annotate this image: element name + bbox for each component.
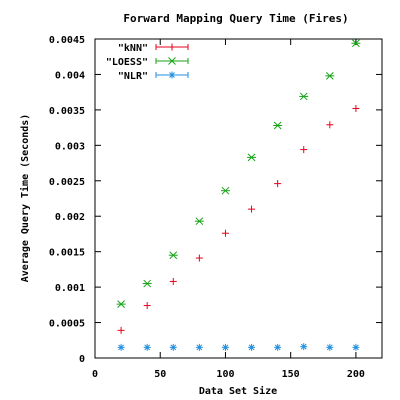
data-point xyxy=(195,343,203,351)
data-series-layer xyxy=(116,39,361,351)
data-point xyxy=(326,343,334,351)
data-point xyxy=(300,146,308,154)
legend-entry: "kNN" xyxy=(118,43,189,54)
legend-marker xyxy=(167,57,177,65)
legend: "kNN" "LOESS" "NLR" xyxy=(106,43,189,82)
data-point xyxy=(169,343,177,351)
legend-label: "NLR" xyxy=(118,71,148,82)
y-axis: 0 0.0005 0.001 0.0015 0.002 0.0025 0.003 0.0035… xyxy=(49,35,382,365)
y-tick-label: 0.0025 xyxy=(49,177,85,188)
x-tick-label: 150 xyxy=(282,369,300,380)
data-point xyxy=(195,254,203,262)
legend-entry: "NLR" xyxy=(118,71,189,82)
legend-label: "LOESS" xyxy=(106,57,148,68)
series-knn xyxy=(117,104,360,334)
data-point xyxy=(117,326,125,334)
plot-frame xyxy=(94,38,383,359)
data-point xyxy=(326,121,334,129)
data-point xyxy=(248,205,256,213)
data-point xyxy=(143,302,151,310)
y-tick-label: 0.0035 xyxy=(49,106,85,117)
y-tick-label: 0.0045 xyxy=(49,35,85,46)
y-tick-label: 0.0015 xyxy=(49,248,85,259)
data-point xyxy=(117,343,125,351)
data-point xyxy=(142,279,152,288)
data-point xyxy=(194,217,204,226)
y-tick-label: 0.002 xyxy=(55,212,85,223)
legend-marker xyxy=(168,43,176,51)
x-axis-label: Data Set Size xyxy=(199,385,277,397)
data-point xyxy=(351,39,361,48)
legend-marker xyxy=(168,71,176,79)
data-point xyxy=(168,251,178,260)
y-tick-label: 0.0005 xyxy=(49,319,85,330)
y-tick-label: 0 xyxy=(79,354,85,365)
series-loess xyxy=(116,39,361,308)
data-point xyxy=(352,343,360,351)
data-point xyxy=(143,343,151,351)
y-tick-label: 0.001 xyxy=(55,283,85,294)
y-tick-label: 0.004 xyxy=(55,70,85,81)
data-point xyxy=(299,92,309,101)
y-axis-label: Average Query Time (Seconds) xyxy=(19,114,31,283)
series-nlr xyxy=(117,343,360,351)
data-point xyxy=(116,300,126,308)
data-point xyxy=(220,186,230,195)
data-point xyxy=(221,229,229,237)
data-point xyxy=(352,104,360,112)
legend-label: "kNN" xyxy=(118,43,148,54)
x-tick-label: 200 xyxy=(347,369,365,380)
legend-entry: "LOESS" xyxy=(106,57,189,68)
x-axis: 0 50 100 150 200 xyxy=(92,39,365,380)
chart-title: Forward Mapping Query Time (Fires) xyxy=(123,12,348,25)
data-point xyxy=(274,343,282,351)
data-point xyxy=(273,121,283,130)
data-point xyxy=(248,343,256,351)
data-point xyxy=(274,180,282,188)
data-point xyxy=(221,343,229,351)
x-tick-label: 100 xyxy=(216,369,234,380)
x-tick-label: 0 xyxy=(92,369,98,380)
data-point xyxy=(169,277,177,285)
data-point xyxy=(247,153,257,162)
x-tick-label: 50 xyxy=(154,369,166,380)
data-point xyxy=(300,343,308,351)
y-tick-label: 0.003 xyxy=(55,141,85,152)
data-point xyxy=(325,72,335,80)
